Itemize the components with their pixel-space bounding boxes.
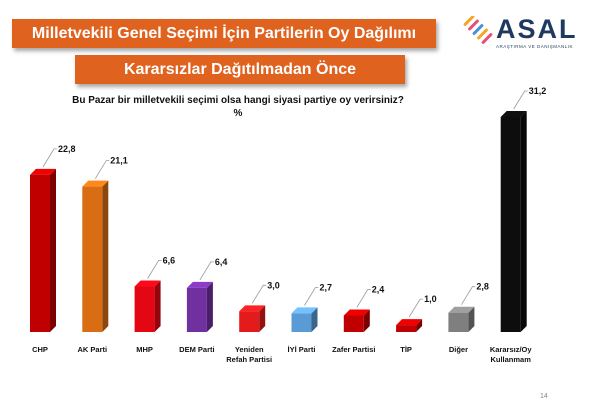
bar: [396, 325, 417, 332]
data-label-leader: [408, 298, 424, 318]
asal-logo-mark-icon: [463, 16, 493, 44]
category-label: Refah Partisi: [226, 355, 272, 364]
chart-title: Milletvekili Genel Seçimi İçin Partileri…: [31, 24, 417, 42]
bar: [448, 312, 469, 332]
bar-side: [102, 180, 109, 332]
chart-title-banner: Milletvekili Genel Seçimi İçin Partileri…: [12, 19, 436, 48]
bar-top: [448, 306, 475, 313]
bar: [186, 287, 207, 332]
category-label: Kullanmam: [490, 355, 531, 364]
chart-subtitle-banner: Kararsızlar Dağıtılmadan Önce: [75, 55, 405, 84]
category-label: Yeniden: [235, 345, 264, 354]
logo-mark-stroke: [481, 33, 493, 44]
bar: [30, 174, 50, 332]
bar-top: [291, 307, 318, 314]
category-label: DEM Parti: [179, 345, 214, 354]
bar-top: [343, 309, 370, 316]
bar-top: [134, 280, 161, 287]
data-label-leader: [461, 286, 476, 305]
data-label-leader: [147, 260, 162, 279]
category-label: TİP: [400, 345, 412, 354]
bar: [239, 311, 260, 332]
bar: [291, 313, 312, 332]
bar-side: [259, 305, 266, 332]
logo-name: ASAL: [496, 14, 578, 44]
bar-side: [363, 309, 370, 332]
bar-side: [311, 307, 318, 332]
bar: [82, 186, 103, 332]
data-label-leader: [513, 90, 528, 110]
category-label: Zafer Partisi: [332, 345, 375, 354]
data-label: 6,6: [163, 256, 176, 266]
logo-mark-stroke: [477, 28, 488, 40]
bar: [134, 286, 155, 332]
category-label: CHP: [32, 345, 48, 354]
data-label: 22,8: [58, 144, 76, 154]
category-label: Kararsız/Oy: [490, 345, 533, 354]
bar-top: [239, 305, 266, 312]
chart-subtitle: Kararsızlar Dağıtılmadan Önce: [123, 60, 357, 78]
data-label-leader: [199, 261, 214, 281]
category-label: Diğer: [449, 345, 468, 354]
data-label: 3,0: [267, 280, 280, 290]
data-label: 2,4: [372, 284, 385, 294]
logo-mark-stroke: [472, 24, 484, 35]
bar: [500, 117, 521, 332]
logo-tagline: ARAŞTIRMA VE DANIŞMANLIK: [496, 44, 574, 49]
category-label: İYİ Parti: [288, 345, 316, 354]
bar-side: [50, 168, 56, 332]
data-label: 1,0: [424, 294, 437, 304]
data-label-leader: [356, 289, 371, 308]
data-label-leader: [304, 286, 319, 306]
bar-top: [82, 180, 109, 187]
data-label: 31,2: [529, 86, 547, 96]
data-label-leader: [42, 148, 57, 168]
bar-top: [30, 168, 56, 175]
data-label: 2,7: [320, 282, 333, 292]
survey-question: Bu Pazar bir milletvekili seçimi olsa ha…: [72, 95, 404, 106]
data-label-leader: [251, 284, 267, 304]
page-number: 14: [540, 393, 548, 400]
bar-side: [468, 306, 475, 332]
data-label: 6,4: [215, 257, 228, 267]
logo-mark-stroke: [468, 19, 479, 31]
bar-top: [500, 111, 527, 117]
asal-logo: ASAL ARAŞTIRMA VE DANIŞMANLIK: [458, 14, 593, 54]
category-label: MHP: [136, 345, 153, 354]
bar-side: [206, 281, 213, 332]
data-label: 2,8: [476, 282, 489, 292]
bar-top: [396, 319, 423, 326]
logo-mark-stroke: [463, 16, 475, 26]
data-label: 21,1: [110, 156, 128, 166]
bar-side: [154, 280, 161, 332]
bar-top: [186, 281, 213, 288]
bar: [343, 315, 364, 332]
unit-label: %: [233, 108, 243, 119]
category-label: AK Parti: [78, 345, 108, 354]
data-label-leader: [94, 160, 110, 179]
bar-side: [520, 111, 527, 332]
bar-side: [416, 319, 423, 332]
